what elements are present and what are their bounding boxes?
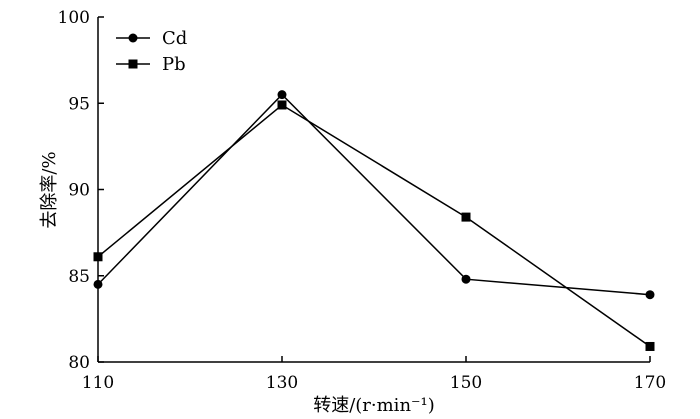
series-group — [93, 90, 655, 351]
x-tick-label: 130 — [266, 373, 298, 393]
x-tick-label: 110 — [82, 373, 114, 393]
data-point-cd — [93, 279, 103, 289]
series-line-pb — [97, 104, 651, 348]
data-point-cd — [277, 90, 287, 100]
x-tick-label: 150 — [450, 373, 482, 393]
legend: Cd Pb — [116, 28, 187, 75]
legend-label-cd: Cd — [162, 28, 187, 49]
legend-marker-pb — [128, 59, 138, 69]
y-axis-title: 去除率/% — [39, 151, 60, 228]
y-tick-label: 95 — [68, 94, 90, 114]
data-point-pb — [277, 100, 287, 110]
ticks — [97, 16, 651, 363]
legend-label-pb: Pb — [162, 54, 186, 75]
x-axis-title: 转速/(r·min⁻¹) — [313, 395, 435, 416]
y-tick-label: 85 — [68, 267, 90, 287]
x-tick-label: 170 — [634, 373, 666, 393]
data-point-pb — [93, 252, 103, 262]
data-point-pb — [461, 212, 471, 222]
tick-labels: 110 130 150 170 80 85 90 95 100 — [58, 8, 667, 393]
y-tick-label: 100 — [58, 8, 90, 28]
data-point-cd — [461, 274, 471, 284]
series-line-cd — [97, 93, 651, 296]
data-point-pb — [645, 341, 655, 351]
data-point-cd — [645, 290, 655, 300]
y-tick-label: 90 — [68, 181, 90, 201]
y-tick-label: 80 — [68, 353, 90, 373]
legend-marker-cd — [128, 33, 138, 43]
